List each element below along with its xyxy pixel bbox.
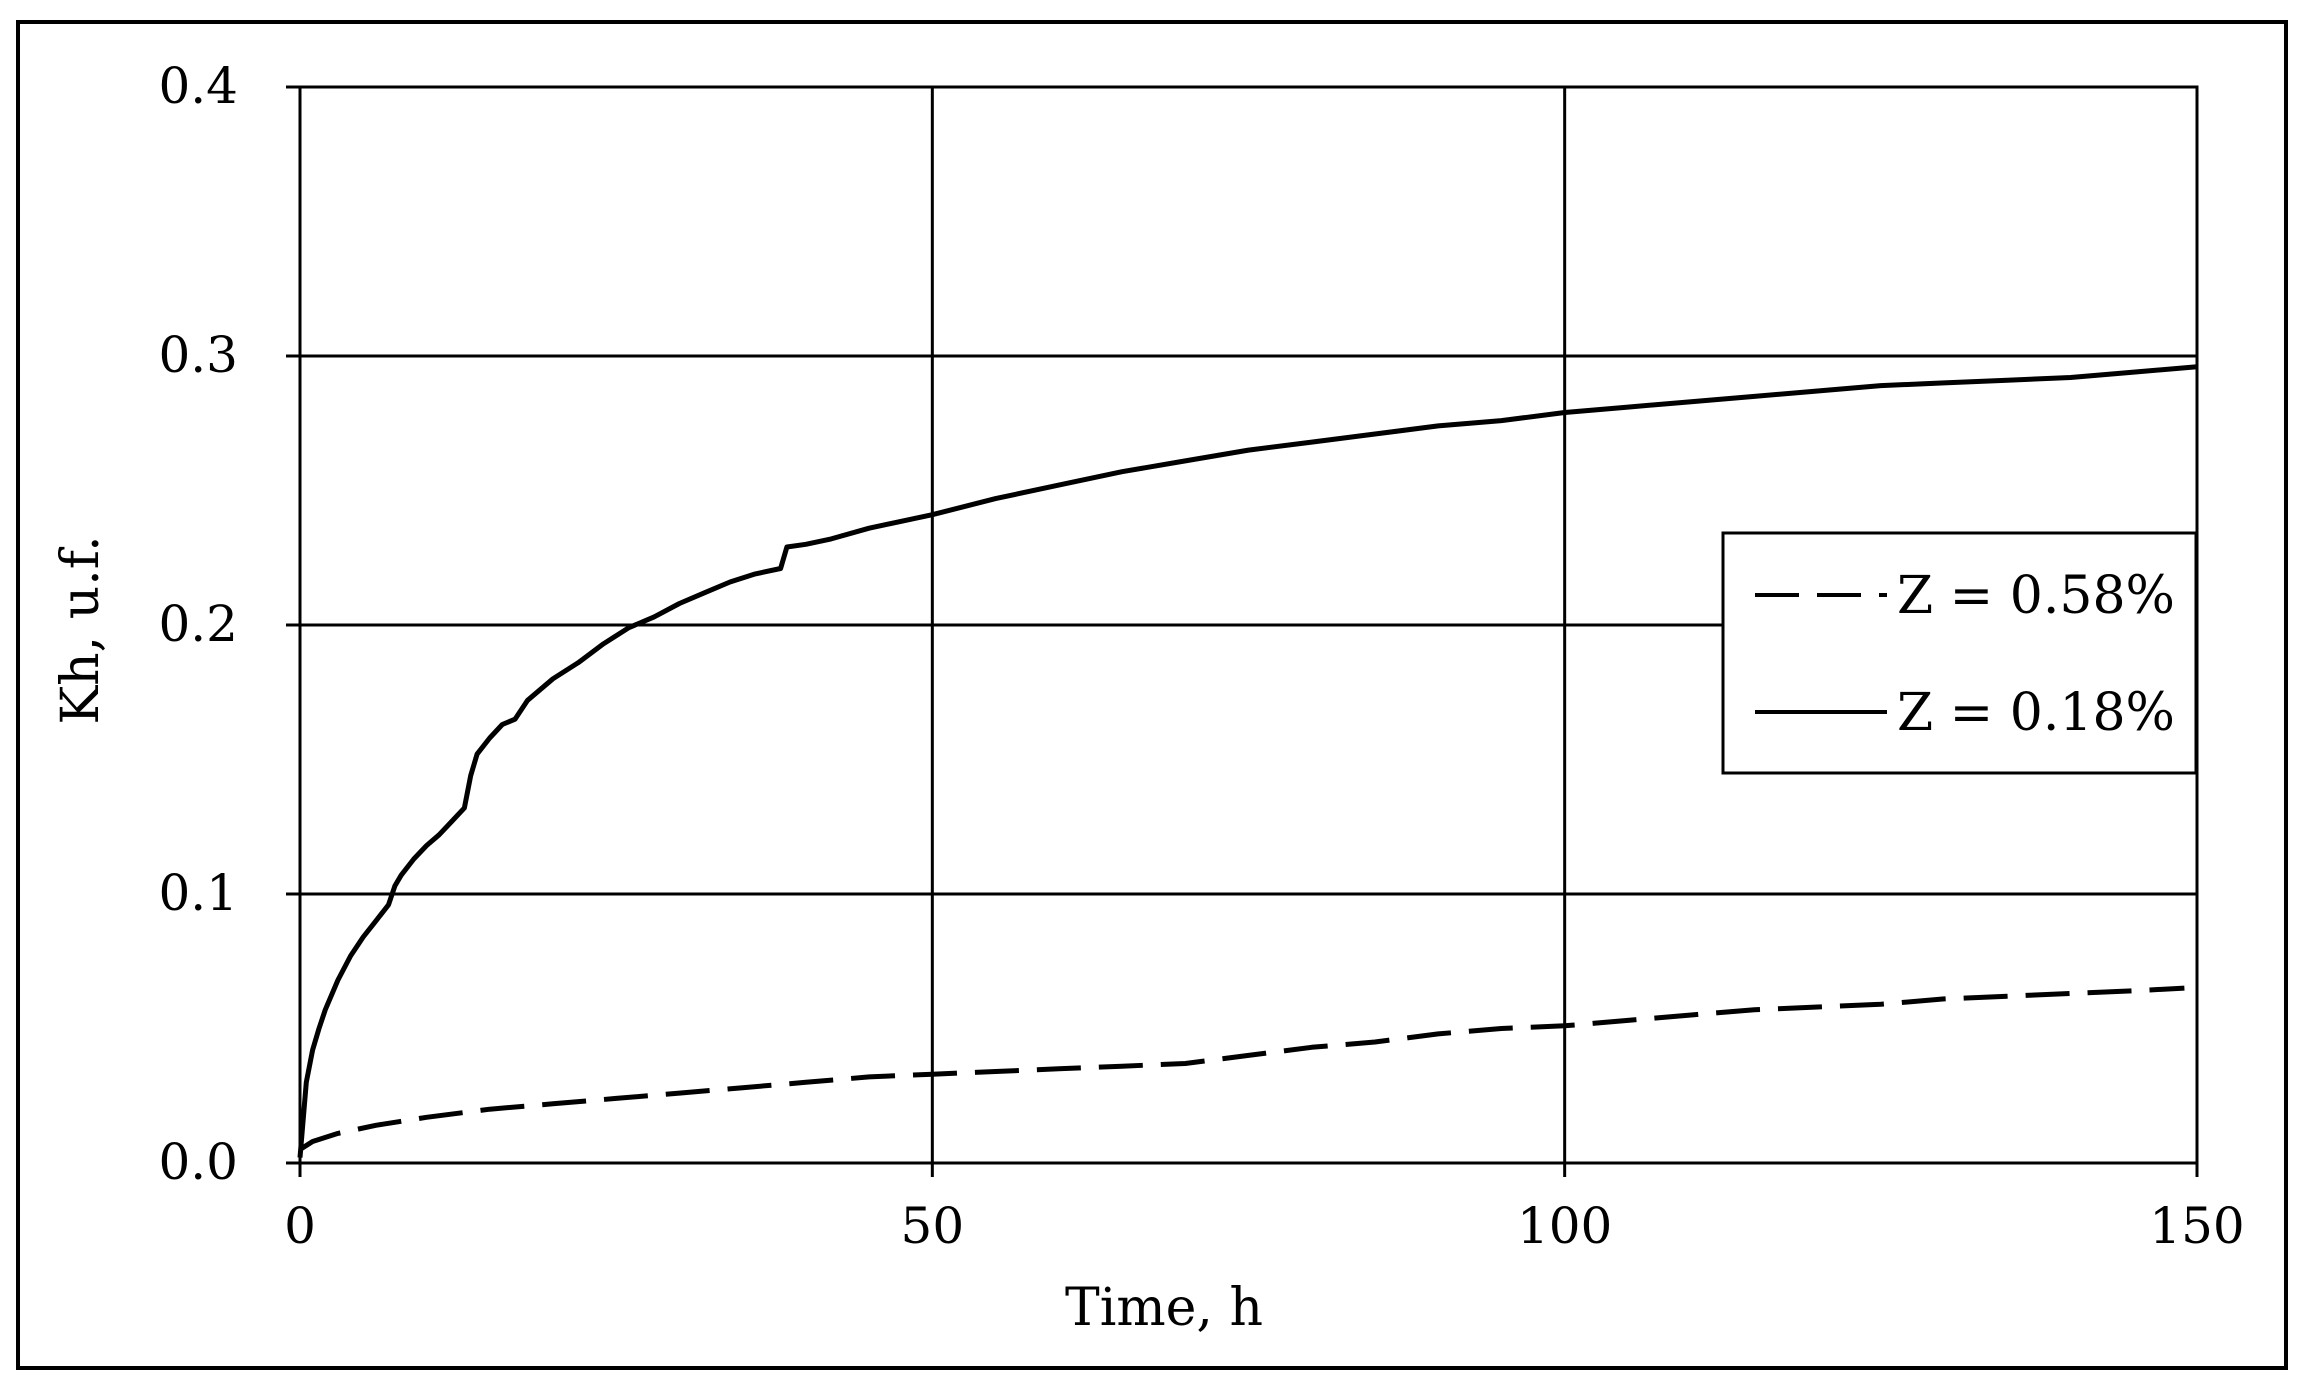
y-tick-label-4: 0.4: [158, 57, 238, 115]
x-tick-label-0: 0: [284, 1197, 316, 1255]
x-tick-labels: 0 50 100 150: [284, 1197, 2245, 1255]
legend-label-series-2: Z = 0.18%: [1897, 683, 2175, 743]
y-tick-label-2: 0.2: [158, 595, 238, 653]
x-tick-label-3: 150: [2149, 1197, 2244, 1255]
legend-box: [1721, 531, 2198, 775]
y-tick-labels: 0.0 0.1 0.2 0.3 0.4: [158, 57, 238, 1191]
series-line-1: [298, 985, 2185, 1152]
y-axis-title: Kh, u.f.: [51, 535, 111, 724]
x-tick-label-1: 50: [901, 1197, 965, 1255]
legend-label-series-1: Z = 0.58%: [1897, 566, 2175, 626]
y-tick-label-1: 0.1: [158, 864, 238, 922]
x-tick-label-2: 100: [1517, 1197, 1612, 1255]
chart-outer-border: [16, 20, 2288, 1370]
series-layer: [297, 364, 2198, 1158]
series-line-2: [297, 364, 2198, 1158]
legend: Z = 0.58% Z = 0.18%: [1721, 531, 2198, 775]
y-tick-label-3: 0.3: [158, 326, 238, 384]
y-tick-label-0: 0.0: [158, 1133, 238, 1191]
x-axis-title: Time, h: [1065, 1278, 1263, 1338]
